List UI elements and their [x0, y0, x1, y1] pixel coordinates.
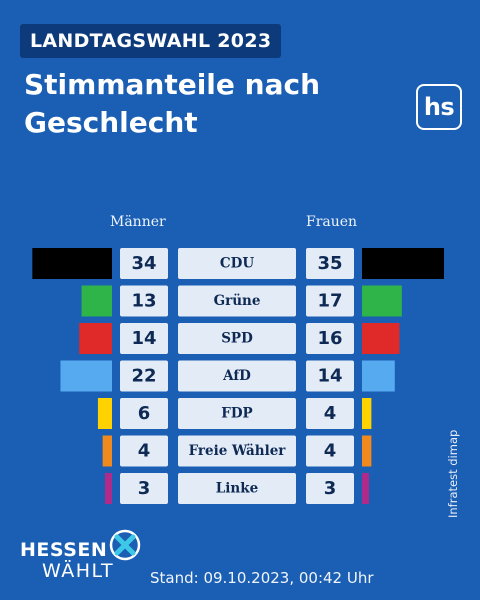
data-label-men: 13: [131, 291, 156, 312]
value-box-men: [120, 398, 168, 429]
value-box-women: [306, 473, 354, 504]
value-box-women: [306, 248, 354, 279]
data-label-women: 17: [317, 291, 342, 312]
data-label-women: 16: [317, 328, 342, 349]
data-label-women: 4: [324, 441, 337, 462]
party-box: [178, 248, 296, 279]
party-box: [178, 323, 296, 354]
bar-women: [362, 360, 395, 392]
title-line-1: Stimmanteile nach: [24, 68, 320, 101]
hs-logo: hs: [416, 84, 462, 130]
value-box-women: [306, 285, 354, 317]
logo-text: hs: [423, 93, 455, 121]
party-label: FDP: [221, 406, 252, 422]
title-line-2: Geschlecht: [24, 106, 198, 139]
brand-line-2: WÄHLT: [42, 560, 115, 582]
hessen-waehlt-brand: HESSEN WÄHLT: [20, 529, 141, 582]
party-box: [178, 473, 296, 504]
party-label: SPD: [221, 331, 253, 347]
bar-women: [362, 248, 444, 279]
brand-line-1: HESSEN: [20, 539, 108, 561]
value-box-women: [306, 323, 354, 354]
bar-men: [97, 398, 112, 429]
value-box-men: [120, 248, 168, 279]
value-box-women: [306, 360, 354, 392]
data-label-men: 6: [138, 403, 151, 424]
bar-men: [32, 248, 112, 279]
data-label-women: 35: [317, 253, 342, 274]
bar-women: [362, 473, 370, 504]
value-box-men: [120, 473, 168, 504]
page-title: Stimmanteile nach Geschlecht: [24, 66, 384, 142]
data-label-men: 4: [138, 441, 151, 462]
value-box-women: [306, 435, 354, 467]
bar-men: [79, 323, 112, 354]
party-label: AfD: [222, 368, 251, 384]
source-label: Infratest dimap: [446, 429, 460, 518]
x-vote-icon: [109, 529, 141, 561]
bar-men: [60, 360, 112, 392]
bar-women: [362, 323, 400, 354]
party-box: [178, 435, 296, 467]
bar-men: [102, 435, 112, 467]
bar-women: [362, 398, 372, 429]
election-badge: LANDTAGSWAHL 2023: [20, 24, 282, 58]
data-label-men: 34: [131, 253, 156, 274]
badge-label: LANDTAGSWAHL 2023: [30, 30, 272, 52]
data-label-women: 4: [324, 403, 337, 424]
bar-men: [81, 285, 112, 317]
party-label: CDU: [220, 256, 254, 272]
column-header-women: Frauen: [306, 214, 358, 230]
party-box: [178, 285, 296, 317]
value-box-men: [120, 360, 168, 392]
bar-women: [362, 285, 402, 317]
data-label-men: 22: [131, 366, 156, 387]
value-box-men: [120, 285, 168, 317]
data-label-women: 3: [324, 478, 337, 499]
data-label-women: 14: [317, 366, 342, 387]
party-box: [178, 360, 296, 392]
timestamp-label: Stand: 09.10.2023, 00:42 Uhr: [150, 569, 374, 587]
party-label: Grüne: [214, 293, 261, 309]
value-box-men: [120, 435, 168, 467]
party-box: [178, 398, 296, 429]
value-box-women: [306, 398, 354, 429]
party-label: Freie Wähler: [189, 443, 287, 459]
party-label: Linke: [216, 481, 258, 497]
column-header-men: Männer: [110, 214, 166, 230]
data-label-men: 3: [138, 478, 151, 499]
bar-men: [104, 473, 112, 504]
data-label-men: 14: [131, 328, 156, 349]
bar-women: [362, 435, 372, 467]
value-box-men: [120, 323, 168, 354]
